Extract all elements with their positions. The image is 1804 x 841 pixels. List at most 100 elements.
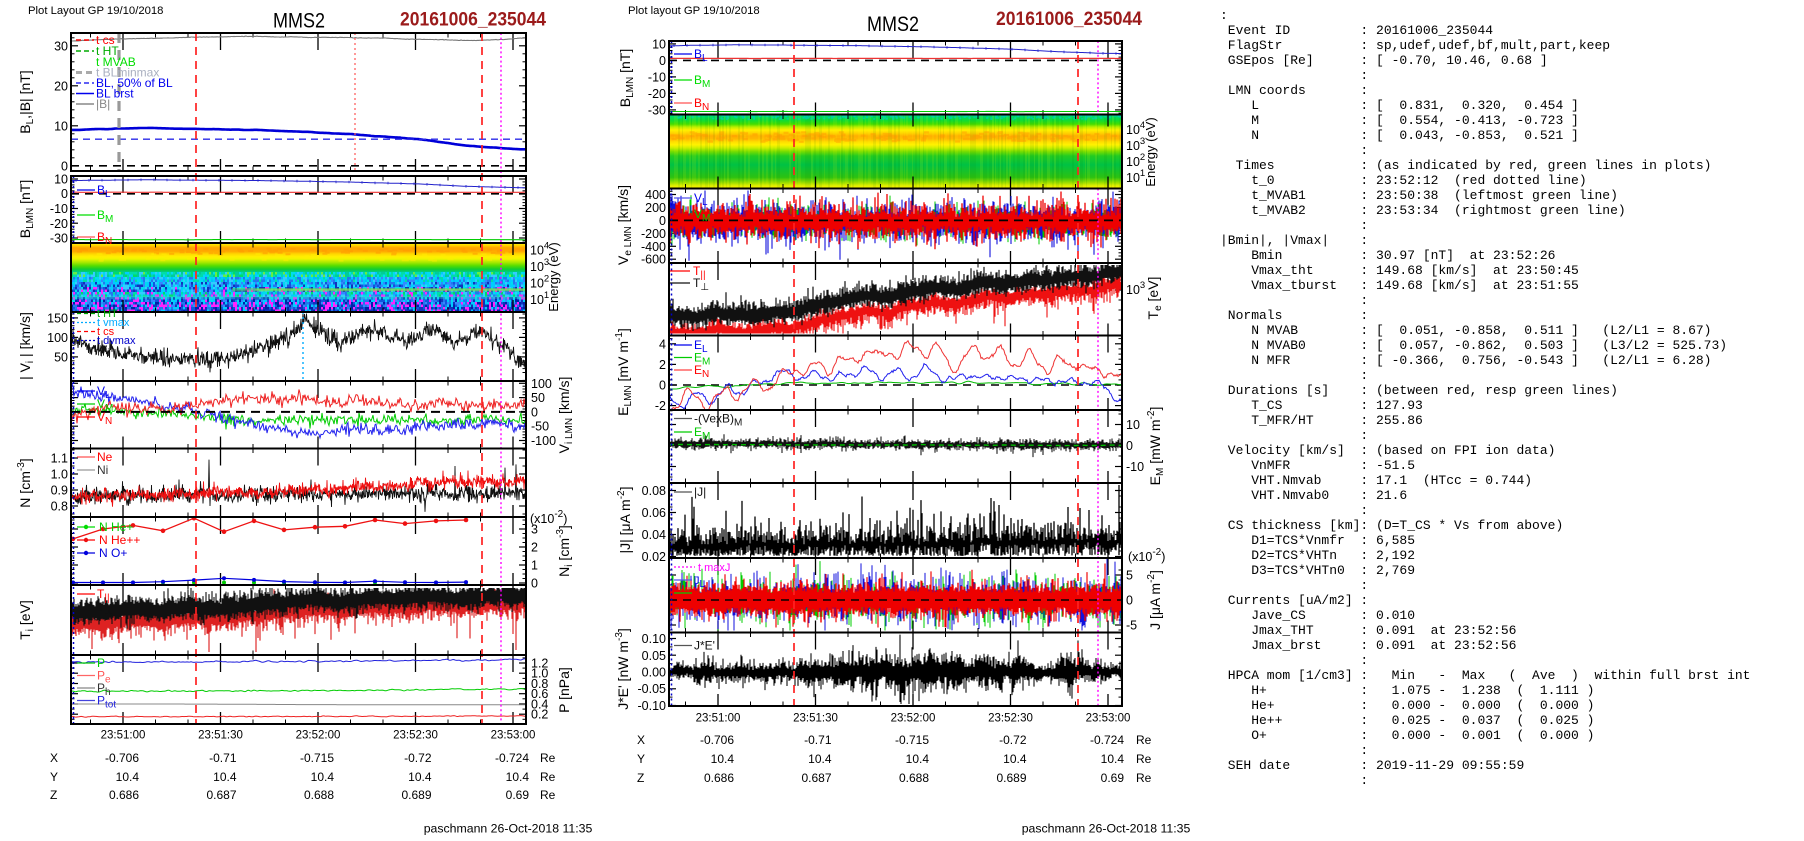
svg-text:10.4: 10.4 xyxy=(1101,752,1125,766)
svg-text:N He+: N He+ xyxy=(99,520,133,534)
svg-text:0.02: 0.02 xyxy=(642,550,666,564)
svg-text:200: 200 xyxy=(645,201,666,215)
svg-text:Re: Re xyxy=(1136,771,1152,785)
svg-text:0.687: 0.687 xyxy=(206,788,236,802)
svg-text:20161006_235044: 20161006_235044 xyxy=(400,10,546,31)
svg-text:-0.71: -0.71 xyxy=(209,751,237,765)
svg-text:10.4: 10.4 xyxy=(506,770,530,784)
svg-text:0.688: 0.688 xyxy=(899,771,929,785)
svg-text:0.06: 0.06 xyxy=(642,506,666,520)
svg-text:EM​ [mW m-2​]: EM​ [mW m-2​] xyxy=(1146,407,1166,486)
svg-text:paschmann 26-Oct-2018 11:35: paschmann 26-Oct-2018 11:35 xyxy=(424,822,593,836)
svg-text:0.8: 0.8 xyxy=(51,500,68,514)
svg-text:-0.706: -0.706 xyxy=(700,733,734,747)
svg-text:t vmax: t vmax xyxy=(97,317,130,329)
svg-text:10.4: 10.4 xyxy=(116,770,140,784)
svg-text:-10: -10 xyxy=(648,70,666,84)
svg-text:-10: -10 xyxy=(50,202,68,216)
svg-text:Y: Y xyxy=(637,752,645,766)
svg-text:5: 5 xyxy=(1126,569,1133,583)
svg-text:23:51:30: 23:51:30 xyxy=(793,713,838,725)
svg-text:0.8: 0.8 xyxy=(531,677,548,691)
svg-text:t MVAB: t MVAB xyxy=(96,55,136,69)
svg-text:P: P xyxy=(97,656,105,670)
svg-text:Re: Re xyxy=(1136,752,1152,766)
svg-text:-20: -20 xyxy=(648,87,666,101)
svg-text:-50: -50 xyxy=(531,420,549,434)
svg-text:10.4: 10.4 xyxy=(311,770,335,784)
svg-text:(x10-2​): (x10-2​) xyxy=(1128,547,1165,564)
svg-text:23:52:00: 23:52:00 xyxy=(296,730,341,742)
svg-text:Z: Z xyxy=(637,771,644,785)
svg-text:Te​ [eV]: Te​ [eV] xyxy=(1145,277,1164,320)
svg-text:X: X xyxy=(637,733,645,747)
svg-text:-30: -30 xyxy=(648,103,666,117)
svg-text:t BLminmax: t BLminmax xyxy=(96,66,159,80)
svg-text:50: 50 xyxy=(54,350,68,364)
svg-text:-0.72: -0.72 xyxy=(999,733,1027,747)
svg-text:N He++: N He++ xyxy=(99,533,140,547)
svg-text:-5: -5 xyxy=(1126,619,1137,633)
svg-text:0: 0 xyxy=(659,214,666,228)
svg-text:10: 10 xyxy=(54,119,68,133)
svg-text:20: 20 xyxy=(54,79,68,93)
svg-text:10.4: 10.4 xyxy=(408,770,432,784)
svg-text:0: 0 xyxy=(531,577,538,591)
svg-text:1.0: 1.0 xyxy=(531,667,548,681)
svg-text:0.6: 0.6 xyxy=(531,687,548,701)
svg-text:-10: -10 xyxy=(1126,460,1144,474)
svg-text:-200: -200 xyxy=(641,227,666,241)
svg-text:-0.05: -0.05 xyxy=(638,682,667,696)
svg-text:400: 400 xyxy=(645,188,666,202)
svg-text:-(VexB)M​: -(VexB)M​ xyxy=(694,412,742,429)
svg-text:-0.72: -0.72 xyxy=(404,751,432,765)
svg-text:Z: Z xyxy=(50,788,57,802)
svg-text:N [cm-3​]: N [cm-3​] xyxy=(16,458,33,507)
svg-text:3: 3 xyxy=(531,523,538,537)
svg-text:paschmann 26-Oct-2018 11:35: paschmann 26-Oct-2018 11:35 xyxy=(1022,822,1191,836)
svg-text:J [μA m-2​]: J [μA m-2​] xyxy=(1146,570,1163,630)
svg-text:|J| [μA m-2​]: |J| [μA m-2​] xyxy=(616,486,633,553)
svg-text:0: 0 xyxy=(531,405,538,419)
svg-text:BL​: BL​ xyxy=(694,47,708,64)
svg-text:Energy (eV): Energy (eV) xyxy=(546,242,561,311)
svg-text:0: 0 xyxy=(61,159,68,173)
svg-text:-0.724: -0.724 xyxy=(1090,733,1124,747)
svg-text:10: 10 xyxy=(54,173,68,187)
svg-text:Ti​ [eV]: Ti​ [eV] xyxy=(17,600,36,640)
svg-text:-0.724: -0.724 xyxy=(495,751,529,765)
svg-text:-0.706: -0.706 xyxy=(105,751,139,765)
svg-text:Re: Re xyxy=(540,788,556,802)
svg-text:10: 10 xyxy=(652,37,666,51)
svg-text:t cs: t cs xyxy=(97,326,115,338)
svg-text:|B|: |B| xyxy=(96,97,110,111)
svg-text:J*E': J*E' xyxy=(694,639,715,653)
svg-text:J*E' [nW m-3​]: J*E' [nW m-3​] xyxy=(614,628,631,710)
svg-text:23:51:00: 23:51:00 xyxy=(696,713,741,725)
svg-text:103​: 103​ xyxy=(1126,280,1145,297)
svg-text:23:53:00: 23:53:00 xyxy=(491,730,536,742)
svg-text:0.10: 0.10 xyxy=(642,632,666,646)
svg-text:EM​: EM​ xyxy=(694,425,710,442)
svg-text:1.1: 1.1 xyxy=(51,452,68,466)
svg-text:-0.10: -0.10 xyxy=(638,699,667,713)
svg-text:23:52:30: 23:52:30 xyxy=(393,730,438,742)
svg-text:1.0: 1.0 xyxy=(51,468,68,482)
svg-text:0: 0 xyxy=(1126,439,1133,453)
svg-text:BL​,|B| [nT]: BL​,|B| [nT] xyxy=(17,70,36,133)
svg-text:| Vi​ | [km/s]: | Vi​ | [km/s] xyxy=(17,312,36,380)
svg-text:t HT: t HT xyxy=(97,308,118,320)
svg-text:0: 0 xyxy=(1126,594,1133,608)
svg-text:23:51:00: 23:51:00 xyxy=(101,730,146,742)
svg-text:BL, 50% of BL: BL, 50% of BL xyxy=(96,76,173,90)
svg-text:JL​: JL​ xyxy=(694,575,706,590)
svg-text:0.4: 0.4 xyxy=(531,698,548,712)
svg-text:Plot layout GP 19/10/2018: Plot layout GP 19/10/2018 xyxy=(628,5,760,17)
svg-text:2: 2 xyxy=(531,541,538,555)
svg-text:0: 0 xyxy=(61,187,68,201)
svg-text:30: 30 xyxy=(54,39,68,53)
svg-text:Vi LMN​ [km/s]: Vi LMN​ [km/s] xyxy=(556,377,575,454)
svg-text:0.69: 0.69 xyxy=(506,788,530,802)
svg-text:0.687: 0.687 xyxy=(801,771,831,785)
svg-text:BL brst: BL brst xyxy=(96,87,134,101)
